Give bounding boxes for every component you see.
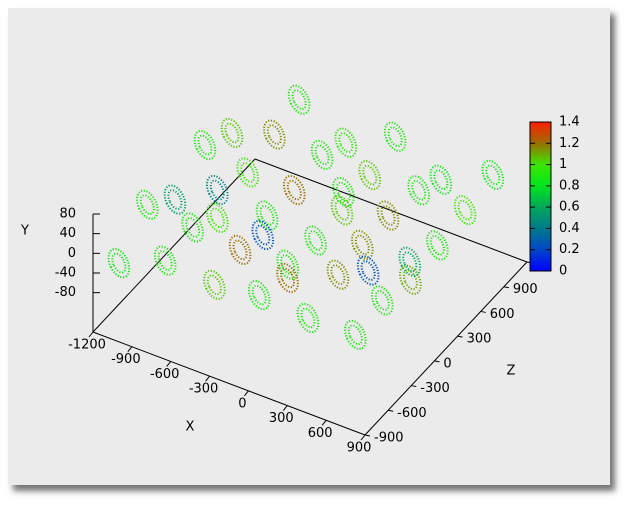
point-cluster xyxy=(344,319,367,350)
colorbar-tick-label: 1 xyxy=(559,157,567,172)
x-tick xyxy=(244,390,249,397)
point-cluster xyxy=(383,121,407,152)
point-cluster xyxy=(304,225,327,256)
x-tick-label: 900 xyxy=(347,441,372,456)
point-cluster xyxy=(135,189,159,220)
point-cluster xyxy=(181,212,204,243)
point-cluster xyxy=(426,230,449,261)
point-cluster xyxy=(163,184,187,215)
point-cluster xyxy=(330,195,354,226)
colorbar-tick-label: 1.2 xyxy=(559,136,580,151)
colorbar-tick-label: 0 xyxy=(559,264,567,279)
x-tick xyxy=(88,331,94,338)
y-axis-label: Y xyxy=(20,224,29,239)
point-cluster xyxy=(283,174,306,206)
point-cluster xyxy=(356,255,380,286)
z-tick xyxy=(457,335,463,338)
point-cluster xyxy=(429,164,453,195)
x-tick xyxy=(282,405,288,411)
point-cluster xyxy=(453,195,477,226)
z-tick xyxy=(411,385,417,388)
point-cluster xyxy=(326,259,350,290)
point-cluster xyxy=(334,127,358,158)
point-cluster xyxy=(481,159,505,190)
point-cluster xyxy=(310,139,334,170)
point-cluster xyxy=(276,249,300,280)
point-cluster xyxy=(407,175,431,206)
x-tick xyxy=(166,361,172,367)
z-tick xyxy=(480,310,486,313)
floor-edge xyxy=(254,158,528,263)
z-tick xyxy=(364,434,371,437)
point-cluster xyxy=(398,246,422,277)
point-cluster xyxy=(332,176,355,208)
point-cluster xyxy=(220,117,244,149)
point-cluster xyxy=(399,264,422,295)
z-tick-label: -600 xyxy=(397,406,427,421)
point-cluster xyxy=(370,285,394,316)
colorbar-tick-label: 0.8 xyxy=(559,178,580,193)
colorbar-tick-label: 0.4 xyxy=(559,221,580,236)
point-cluster xyxy=(205,174,229,206)
point-cluster xyxy=(255,200,279,231)
plot-frame xyxy=(8,8,610,485)
z-tick-label: -300 xyxy=(420,381,450,396)
point-cluster xyxy=(251,219,275,251)
point-cluster xyxy=(228,234,252,265)
point-cluster xyxy=(193,129,217,161)
x-tick xyxy=(321,419,327,426)
x-tick-label: 600 xyxy=(308,426,333,441)
point-cluster xyxy=(376,200,400,231)
colorbar xyxy=(529,121,552,272)
point-cluster xyxy=(236,157,260,188)
point-cluster xyxy=(351,229,374,260)
colorbar-tick-label: 1.4 xyxy=(559,115,580,130)
y-tick-label: 40 xyxy=(59,226,76,241)
z-tick xyxy=(388,409,394,412)
colorbar-tick-label: 0.2 xyxy=(559,242,580,257)
point-cluster xyxy=(107,248,131,279)
z-tick-label: -900 xyxy=(374,431,404,446)
floor-edge xyxy=(92,158,256,333)
point-cluster xyxy=(358,160,382,191)
z-axis xyxy=(364,261,528,436)
y-tick-label: -40 xyxy=(55,266,76,281)
point-cluster xyxy=(263,119,286,150)
point-cluster xyxy=(247,279,271,311)
z-tick-label: 300 xyxy=(467,332,492,347)
x-axis xyxy=(92,331,366,436)
point-cluster xyxy=(276,262,299,294)
point-cluster xyxy=(203,269,226,300)
point-cluster xyxy=(153,245,177,276)
x-axis-label: X xyxy=(186,420,195,435)
x-tick-label: -300 xyxy=(189,382,219,397)
z-tick xyxy=(503,286,509,289)
colorbar-tick-label: 0.6 xyxy=(559,200,580,215)
x-tick-label: -600 xyxy=(150,367,180,382)
y-tick-label: 0 xyxy=(68,246,76,261)
x-tick-label: 0 xyxy=(238,396,246,411)
z-axis-label: Z xyxy=(507,364,516,379)
x-tick-label: -900 xyxy=(111,352,141,367)
x-tick-label: 300 xyxy=(269,411,294,426)
z-tick-label: 900 xyxy=(513,282,538,297)
x-tick xyxy=(360,434,366,441)
point-cluster xyxy=(296,302,320,334)
x-tick-label: -1200 xyxy=(68,338,106,353)
point-cluster xyxy=(206,202,229,233)
y-tick-label: 80 xyxy=(59,207,76,222)
z-tick-label: 600 xyxy=(490,307,515,322)
y-tick-label: -80 xyxy=(55,285,76,300)
x-tick xyxy=(205,375,210,382)
z-tick-label: 0 xyxy=(443,356,451,371)
x-tick xyxy=(127,346,133,353)
z-tick xyxy=(434,360,440,363)
point-cluster xyxy=(287,84,311,115)
